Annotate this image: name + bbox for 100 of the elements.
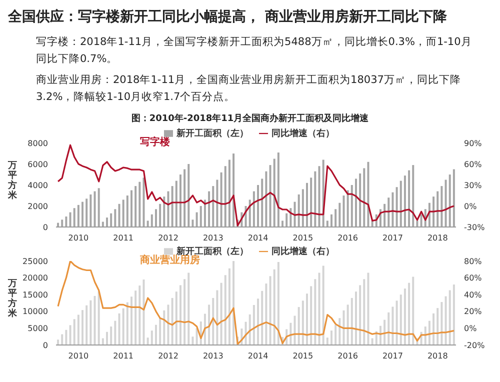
bar bbox=[359, 173, 362, 227]
bar bbox=[354, 178, 357, 227]
bar bbox=[322, 266, 324, 345]
bar bbox=[216, 180, 218, 227]
bar bbox=[208, 304, 210, 345]
bar bbox=[277, 152, 280, 227]
y-tick-label: 25000 bbox=[22, 256, 48, 266]
bar bbox=[142, 178, 145, 227]
y-tick-label: 6000 bbox=[28, 160, 48, 169]
y-tick-label: 8000 bbox=[28, 138, 48, 148]
bar bbox=[330, 214, 332, 227]
x-tick-label: 2015 bbox=[292, 234, 314, 243]
y-axis-title: 万平方米 bbox=[8, 279, 18, 319]
x-tick-label: 2013 bbox=[202, 352, 224, 361]
bar bbox=[126, 196, 128, 227]
bar bbox=[179, 285, 182, 345]
x-tick-label: 2011 bbox=[113, 234, 134, 243]
bar bbox=[354, 292, 357, 345]
bar bbox=[192, 220, 194, 227]
bar bbox=[122, 200, 124, 227]
bar bbox=[384, 204, 386, 227]
bar bbox=[94, 191, 96, 227]
chart-title: 全国供应：写字楼新开工同比小幅提高， 商业营业用房新开工同比下降 bbox=[8, 8, 448, 26]
annotation: 写字楼 bbox=[140, 136, 171, 148]
bar bbox=[396, 187, 398, 227]
y-tick-label: 10000 bbox=[22, 307, 48, 316]
bar bbox=[196, 212, 198, 227]
bar bbox=[350, 185, 353, 227]
bar bbox=[408, 282, 410, 345]
bar bbox=[61, 220, 64, 227]
bar bbox=[294, 202, 296, 227]
bar bbox=[200, 206, 202, 227]
bar bbox=[277, 262, 280, 345]
bar bbox=[265, 171, 268, 227]
bar bbox=[142, 279, 145, 345]
x-tick-label: 2010 bbox=[68, 234, 89, 243]
bar bbox=[179, 174, 182, 227]
x-tick-label: 2015 bbox=[292, 352, 314, 361]
bar bbox=[150, 214, 153, 227]
y-tick-label: 4000 bbox=[28, 180, 48, 190]
x-tick-label: 2010 bbox=[68, 352, 89, 361]
bar bbox=[257, 185, 260, 227]
x-tick-label: 2018 bbox=[427, 234, 448, 243]
bar bbox=[408, 170, 410, 227]
bar bbox=[338, 202, 341, 227]
bar bbox=[416, 220, 418, 227]
bar bbox=[98, 291, 100, 345]
bar bbox=[412, 276, 414, 345]
bar bbox=[248, 200, 251, 227]
y2-tick-label: 90% bbox=[464, 138, 482, 148]
bar bbox=[114, 209, 116, 227]
bar bbox=[159, 204, 162, 227]
bar bbox=[73, 208, 76, 227]
bar bbox=[146, 220, 149, 227]
bar bbox=[77, 204, 80, 227]
bar bbox=[346, 190, 349, 227]
bar bbox=[432, 313, 435, 345]
y-tick-label: 0 bbox=[42, 340, 48, 350]
bar bbox=[118, 204, 120, 227]
bar bbox=[257, 298, 260, 345]
bar bbox=[65, 216, 68, 227]
legend-label: 同比增速（右） bbox=[272, 247, 334, 257]
bar bbox=[90, 194, 92, 227]
bar bbox=[269, 165, 272, 227]
x-tick-label: 2016 bbox=[338, 352, 358, 361]
bar bbox=[106, 332, 108, 345]
x-tick-label: 2018 bbox=[427, 352, 448, 361]
y2-tick-label: -20% bbox=[464, 340, 486, 350]
bar bbox=[224, 166, 226, 227]
bar bbox=[171, 186, 174, 227]
y2-tick-label: 0% bbox=[464, 202, 478, 211]
bar bbox=[57, 340, 60, 345]
bar bbox=[184, 169, 186, 227]
bar bbox=[106, 218, 108, 227]
y2-tick-label: 0% bbox=[464, 324, 478, 334]
y2-tick-label: 80% bbox=[464, 256, 482, 266]
x-tick-label: 2013 bbox=[202, 234, 224, 243]
bar bbox=[175, 180, 178, 227]
y2-tick-label: 40% bbox=[464, 290, 482, 300]
bar bbox=[204, 200, 206, 227]
y-tick-label: 5000 bbox=[28, 324, 48, 334]
x-tick-label: 2016 bbox=[338, 234, 358, 243]
y-tick-label: 2000 bbox=[28, 202, 48, 211]
bar bbox=[404, 176, 406, 227]
bar bbox=[184, 279, 186, 345]
bar bbox=[188, 272, 190, 345]
bar bbox=[318, 166, 320, 227]
bar bbox=[302, 189, 304, 227]
bar bbox=[130, 190, 132, 227]
bar bbox=[298, 194, 300, 227]
bar bbox=[154, 324, 157, 345]
y2-tick-label: 60% bbox=[464, 160, 482, 169]
bar bbox=[400, 180, 402, 227]
bar bbox=[212, 186, 214, 227]
bar bbox=[436, 191, 439, 227]
bar bbox=[432, 196, 435, 227]
bar bbox=[452, 169, 455, 227]
bar bbox=[228, 160, 230, 227]
y-tick-label: 20000 bbox=[22, 274, 48, 283]
bar bbox=[69, 212, 72, 227]
